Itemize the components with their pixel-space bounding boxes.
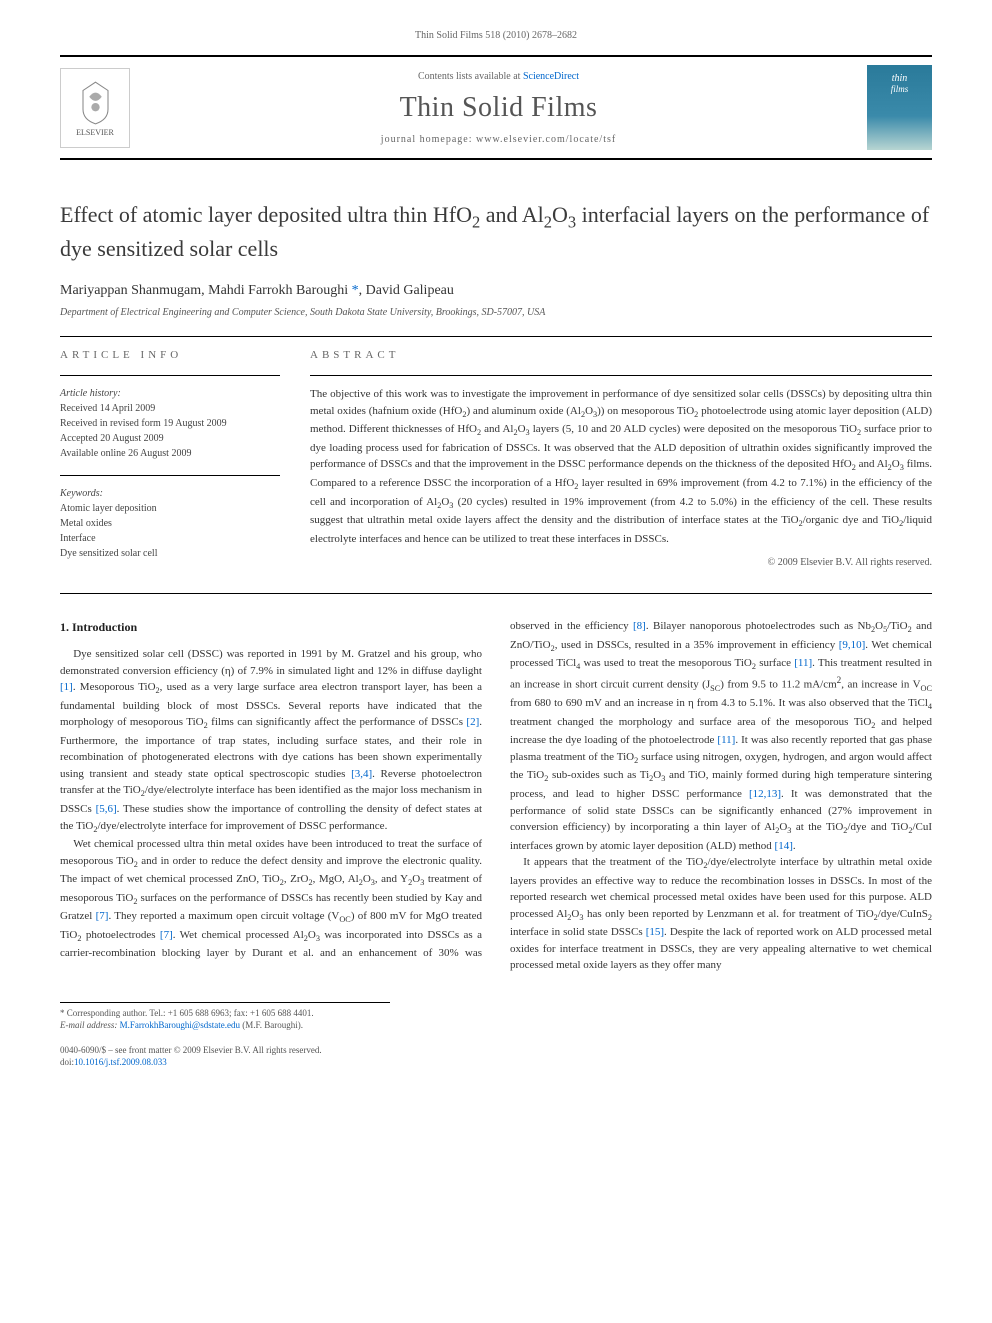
banner-center: Contents lists available at ScienceDirec… bbox=[140, 71, 857, 145]
article-history: Article history: Received 14 April 2009 … bbox=[60, 386, 280, 461]
corr-email-link[interactable]: M.FarrokhBaroughi@sdstate.edu bbox=[120, 1020, 240, 1030]
journal-banner: ELSEVIER Contents lists available at Sci… bbox=[60, 55, 932, 160]
section-heading-intro: 1. Introduction bbox=[60, 618, 482, 636]
article-info-column: article info Article history: Received 1… bbox=[60, 349, 280, 575]
abstract-text: The objective of this work was to invest… bbox=[310, 386, 932, 547]
body-text: 1. Introduction Dye sensitized solar cel… bbox=[60, 618, 932, 973]
corresponding-author: * Corresponding author. Tel.: +1 605 688… bbox=[60, 1002, 390, 1032]
journal-cover-thumb: thin films bbox=[867, 65, 932, 150]
homepage-line: journal homepage: www.elsevier.com/locat… bbox=[140, 134, 857, 145]
contents-list-line: Contents lists available at ScienceDirec… bbox=[140, 71, 857, 82]
divider-bottom bbox=[60, 593, 932, 594]
journal-title: Thin Solid Films bbox=[140, 92, 857, 124]
info-abstract-row: article info Article history: Received 1… bbox=[60, 349, 932, 575]
info-label: article info bbox=[60, 349, 280, 361]
body-para-3: It appears that the treatment of the TiO… bbox=[510, 854, 932, 974]
body-para-1: Dye sensitized solar cell (DSSC) was rep… bbox=[60, 646, 482, 836]
abstract-label: abstract bbox=[310, 349, 932, 361]
keywords-block: Keywords: Atomic layer deposition Metal … bbox=[60, 486, 280, 561]
article-title: Effect of atomic layer deposited ultra t… bbox=[60, 200, 932, 263]
authors-line: Mariyappan Shanmugam, Mahdi Farrokh Baro… bbox=[60, 283, 932, 299]
sciencedirect-link[interactable]: ScienceDirect bbox=[523, 71, 579, 82]
abstract-copyright: © 2009 Elsevier B.V. All rights reserved… bbox=[310, 557, 932, 568]
elsevier-logo: ELSEVIER bbox=[60, 68, 130, 148]
page-footer: * Corresponding author. Tel.: +1 605 688… bbox=[60, 1002, 932, 1069]
abstract-column: abstract The objective of this work was … bbox=[310, 349, 932, 575]
doi-link[interactable]: 10.1016/j.tsf.2009.08.033 bbox=[74, 1057, 167, 1067]
divider-top bbox=[60, 336, 932, 337]
issn-doi-block: 0040-6090/$ – see front matter © 2009 El… bbox=[60, 1044, 390, 1069]
affiliation: Department of Electrical Engineering and… bbox=[60, 307, 932, 318]
citation-line: Thin Solid Films 518 (2010) 2678–2682 bbox=[60, 30, 932, 41]
